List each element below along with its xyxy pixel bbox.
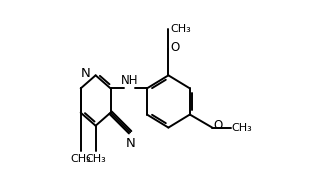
Text: CH₃: CH₃ [70,154,91,164]
Text: N: N [81,67,91,80]
Text: O: O [214,119,223,132]
Text: N: N [126,137,136,150]
Text: CH₃: CH₃ [232,123,252,133]
Text: O: O [170,41,180,54]
Text: NH: NH [121,74,139,87]
Text: CH₃: CH₃ [85,154,106,164]
Text: CH₃: CH₃ [170,24,191,34]
